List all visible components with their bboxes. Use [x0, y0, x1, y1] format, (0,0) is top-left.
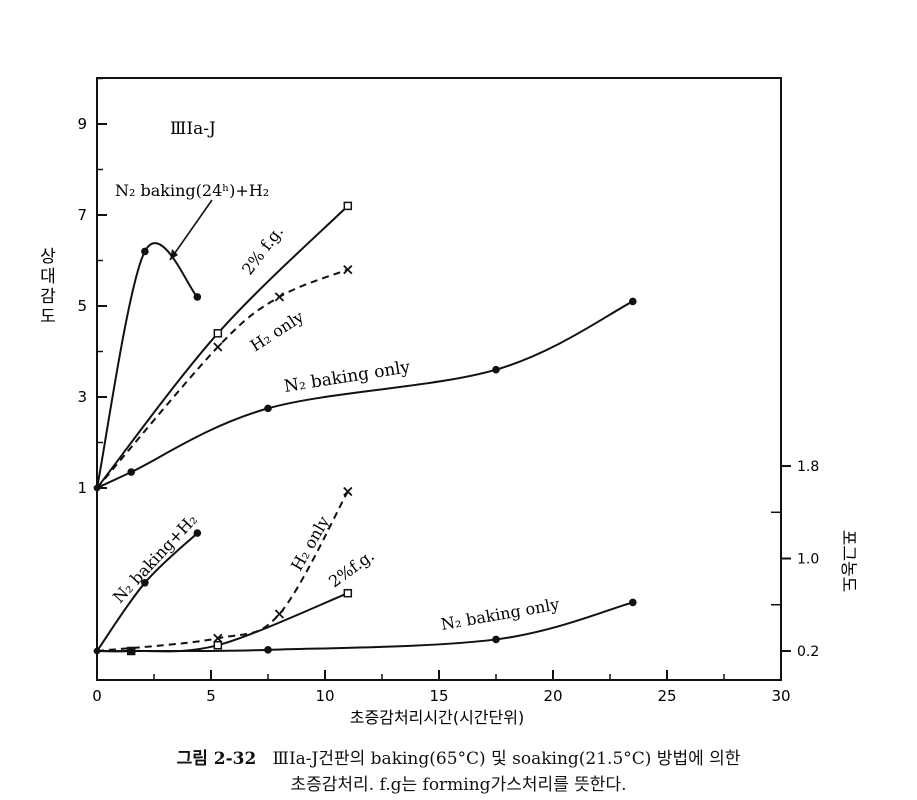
- label-n2-baking-only-lower: N₂ baking only: [439, 594, 560, 634]
- x-tick-label: 5: [206, 687, 216, 705]
- fog-h-only-point: [274, 609, 285, 619]
- annotation-arrow: [169, 199, 213, 261]
- fog-2-f-g-point: [343, 588, 353, 598]
- figure-label: 그림 2-32: [176, 749, 257, 769]
- sensitivity-n-baking-only-line: [96, 300, 634, 489]
- fog-n-baking-only-point: [264, 646, 272, 654]
- sensitivity-2-f-g-line: [96, 205, 349, 489]
- sensitivity-n-baking-24-h-line: [96, 242, 199, 489]
- caption-text-2: 초증감처리. f.g는 forming가스처리를 뜻한다.: [290, 775, 627, 795]
- sensitivity-h-only-point: [274, 292, 285, 302]
- label-n2-baking-only-upper: N₂ baking only: [283, 357, 412, 397]
- sensitivity-n-baking-only-point: [264, 404, 272, 413]
- figure-caption-line-2: 초증감처리. f.g는 forming가스처리를 뜻한다.: [0, 770, 917, 795]
- fog-n-baking-only-point: [127, 647, 135, 655]
- label-2pct-fg-lower: 2%f.g.: [325, 546, 378, 591]
- label-h2-only-upper: H₂ only: [247, 307, 307, 355]
- fog-h-only-point: [343, 486, 353, 497]
- sensitivity-n-baking-only-origin-point: [93, 484, 101, 492]
- fog-n-baking-h-point: [141, 578, 149, 587]
- chart: 0 5 10 15 20 25 30 초증감처리시간(시간단위) 1 3 5 7 9 상 대 감 도 0.2 1.0…: [40, 77, 858, 727]
- x-axis-label: 초증감처리시간(시간단위): [350, 708, 524, 727]
- fog-n-baking-only-origin-point: [93, 647, 101, 655]
- fog-h-only-point: [213, 633, 223, 643]
- y-left-tick-label: 9: [77, 115, 87, 133]
- series-layer: [93, 201, 637, 656]
- annotation-n2-baking-24h-h2: N₂ baking(24ʰ)+H₂: [115, 181, 269, 200]
- y-left-tick-label: 7: [77, 206, 87, 224]
- sensitivity-n-baking-24-h-point: [193, 293, 202, 301]
- panel-label: ⅢIa-J: [170, 119, 216, 139]
- label-h2-only-lower: H₂ only: [287, 513, 333, 574]
- x-tick-label: 25: [657, 687, 676, 705]
- y-left-tick-label: 1: [77, 479, 87, 497]
- axes: 0 5 10 15 20 25 30 초증감처리시간(시간단위) 1 3 5 7 9 상 대 감 도 0.2 1.0…: [40, 77, 858, 727]
- plot-frame: [96, 77, 782, 681]
- caption-text-1: ⅢIa-J건판의 baking(65°C) 및 soaking(21.5°C) …: [272, 749, 741, 769]
- x-tick-label: 10: [315, 687, 334, 705]
- fog-2-f-g-line: [96, 592, 349, 653]
- annotation-arrowhead: [170, 249, 178, 260]
- x-tick-label: 0: [92, 687, 102, 705]
- sensitivity-n-baking-only-point: [629, 297, 637, 306]
- y-right-tick-label: 0.2: [797, 644, 819, 660]
- fog-n-baking-h-point: [193, 529, 202, 537]
- fog-n-baking-only-point: [492, 635, 500, 644]
- sensitivity-n-baking-only-point: [492, 365, 500, 374]
- sensitivity-2-f-g-point: [343, 201, 353, 211]
- sensitivity-2-f-g-point: [213, 329, 223, 338]
- x-tick-label: 30: [771, 687, 790, 705]
- sensitivity-h-only-line: [96, 268, 349, 489]
- fog-n-baking-only-point: [629, 598, 637, 607]
- y-right-axis-label: 포그농도: [838, 530, 858, 593]
- sensitivity-h-only-point: [213, 342, 223, 352]
- y-right-tick-label: 1.0: [797, 552, 819, 568]
- label-n2-baking-h2-lower: N₂ baking+H₂: [109, 510, 201, 607]
- fog-2-f-g-point: [213, 640, 223, 650]
- figure-caption-line-1: 그림 2-32 ⅢIa-J건판의 baking(65°C) 및 soaking(…: [0, 744, 917, 769]
- y-right-tick-label: 1.8: [797, 459, 819, 475]
- y-left-tick-label: 3: [77, 388, 87, 406]
- x-tick-label: 20: [543, 687, 562, 705]
- sensitivity-n-baking-only-point: [127, 468, 135, 476]
- x-tick-label: 15: [429, 687, 448, 705]
- sensitivity-n-baking-24-h-point: [141, 247, 149, 256]
- sensitivity-h-only-point: [343, 264, 353, 275]
- y-left-tick-label: 5: [77, 297, 87, 315]
